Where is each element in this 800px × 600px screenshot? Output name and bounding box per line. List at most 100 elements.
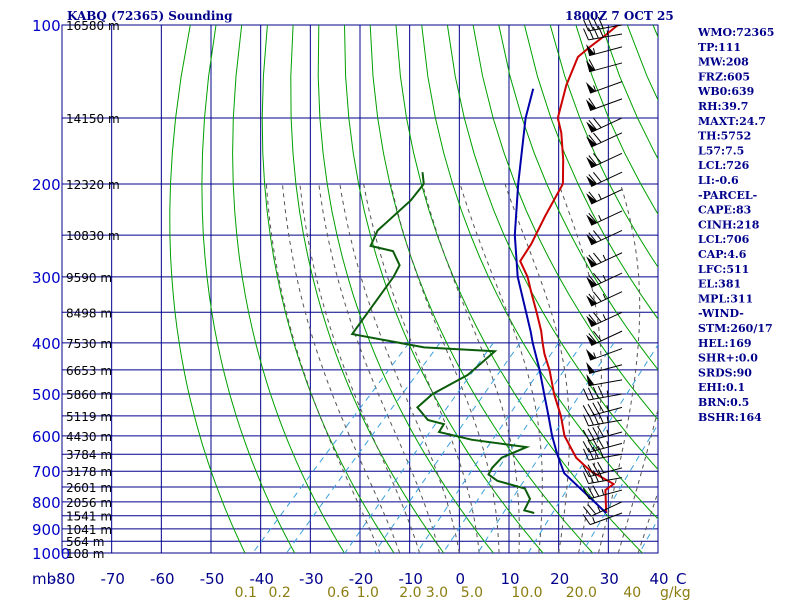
sounding-stat-line: LCL:726 [698,159,750,172]
wind-barb-flag [582,514,591,525]
wind-barb-flag [597,445,604,458]
height-label: 9590 m [66,271,112,285]
wind-barb-flag [597,25,604,38]
height-label: 7530 m [66,337,112,351]
sounding-stat-line: RH:39.7 [698,100,748,113]
wind-barb-pennant [586,276,597,288]
wind-barb [586,272,623,288]
wind-barb [583,385,623,401]
wind-barb-pennant [586,175,597,187]
wind-barb-flag [597,461,605,474]
wind-barb-half-flag [606,405,609,412]
temperature-tick-label: -40 [249,570,274,588]
height-label: 5119 m [66,410,112,424]
mixing-ratio-tick-label: 40 [623,585,641,600]
moist-adiabat [637,490,658,554]
sounding-stat-line: TP:111 [698,41,741,54]
mixing-ratio-line [442,342,583,554]
wind-barb-half-flag [602,314,607,321]
moist-adiabat [339,183,460,554]
mixing-ratio-line [416,342,560,554]
wind-barb-staff [588,33,623,41]
wind-barb [586,362,623,374]
moist-adiabat [265,183,381,554]
wind-barb-flag [588,155,597,166]
wind-barb-pennant [586,334,597,346]
mixing-ratio-unit-label: g/kg [660,585,691,600]
pressure-tick-label: 700 [32,463,61,481]
moist-adiabat [363,183,480,554]
wind-barb-half-flag [606,416,609,423]
sounding-stat-line: -WIND- [698,307,744,320]
dry-adiabat [446,25,658,471]
wind-barb-pennant [586,234,597,245]
wind-barb-flag [597,16,604,29]
wind-barb [586,230,623,246]
wind-barb-half-flag [602,254,607,261]
wind-barb [586,330,623,346]
height-label: 5860 m [66,388,112,402]
wind-barb-flag [583,414,589,427]
mixing-ratio-tick-label: 3.0 [426,585,448,600]
wind-barb [582,461,623,478]
wind-barb-staff [589,348,623,361]
sounding-stat-line: MPL:311 [698,292,753,305]
wind-barb [586,117,623,133]
height-label: 6653 m [66,364,112,378]
sounding-stat-line: SHR+:0.0 [698,352,758,365]
wind-barb-staff [588,453,623,461]
wind-barb-flag [587,439,595,452]
wind-barb-pennant [586,374,595,386]
height-label: 1041 m [66,523,112,537]
height-label: 4430 m [66,430,112,444]
pressure-tick-label: 400 [32,335,61,353]
height-label: 12320 m [66,178,120,192]
wind-barb-staff [588,393,623,401]
wind-barb-staff [589,46,623,57]
sounding-stat-line: FRZ:605 [698,70,750,83]
axis-labels: 0.1 0.2 0.6 1.0 2.0 3.0 5.0 10.0 20.0 40100200300… [32,17,669,600]
temperature-tick-label: -70 [100,570,125,588]
dry-adiabat [201,25,296,554]
height-label: 108 m [66,547,104,561]
mixing-ratio-line [344,342,494,554]
temperature-tick-label: -50 [200,570,225,588]
wind-barb-flag [588,97,597,109]
temperature-tick-label: 30 [600,570,619,588]
wind-barb-flag [583,506,592,517]
wind-barb-half-flag [597,506,601,513]
wind-barb-flag [588,254,597,265]
wind-barb-flag [597,469,604,482]
wind-barb-pennant [585,82,596,94]
wind-barb-pennant [586,315,597,327]
temperature-tick-label: -20 [349,570,374,588]
pressure-tick-label: 600 [32,428,61,446]
pressure-tick-label: 800 [32,494,61,512]
wind-barb [582,485,623,500]
sounding-stat-line: LFC:511 [698,263,749,276]
wind-barb-half-flag [602,293,607,300]
wind-barb-flag [587,428,595,440]
wind-barb-half-flag [606,30,609,37]
wind-barb-flag [593,230,602,241]
wind-barb [586,291,623,307]
wind-barb-flag [593,117,602,129]
wind-barb-half-flag [598,214,602,221]
wind-barb-pennant [586,295,597,307]
wind-barb-flag [583,472,589,484]
wind-barb-half-flag [606,390,609,397]
dry-adiabat [344,25,544,554]
mixing-ratio-tick-label: 20.0 [566,585,597,600]
wind-barb-column [582,16,623,526]
wind-barb-flag [583,19,589,32]
wind-barb [583,445,623,461]
wind-barb [583,501,623,517]
dry-adiabat [472,25,658,421]
wind-barb-staff [589,467,623,478]
wind-barb-flag [592,402,600,414]
wind-barb-staff [588,24,623,32]
wind-barb [585,81,623,94]
wind-barb-staff [589,406,623,417]
